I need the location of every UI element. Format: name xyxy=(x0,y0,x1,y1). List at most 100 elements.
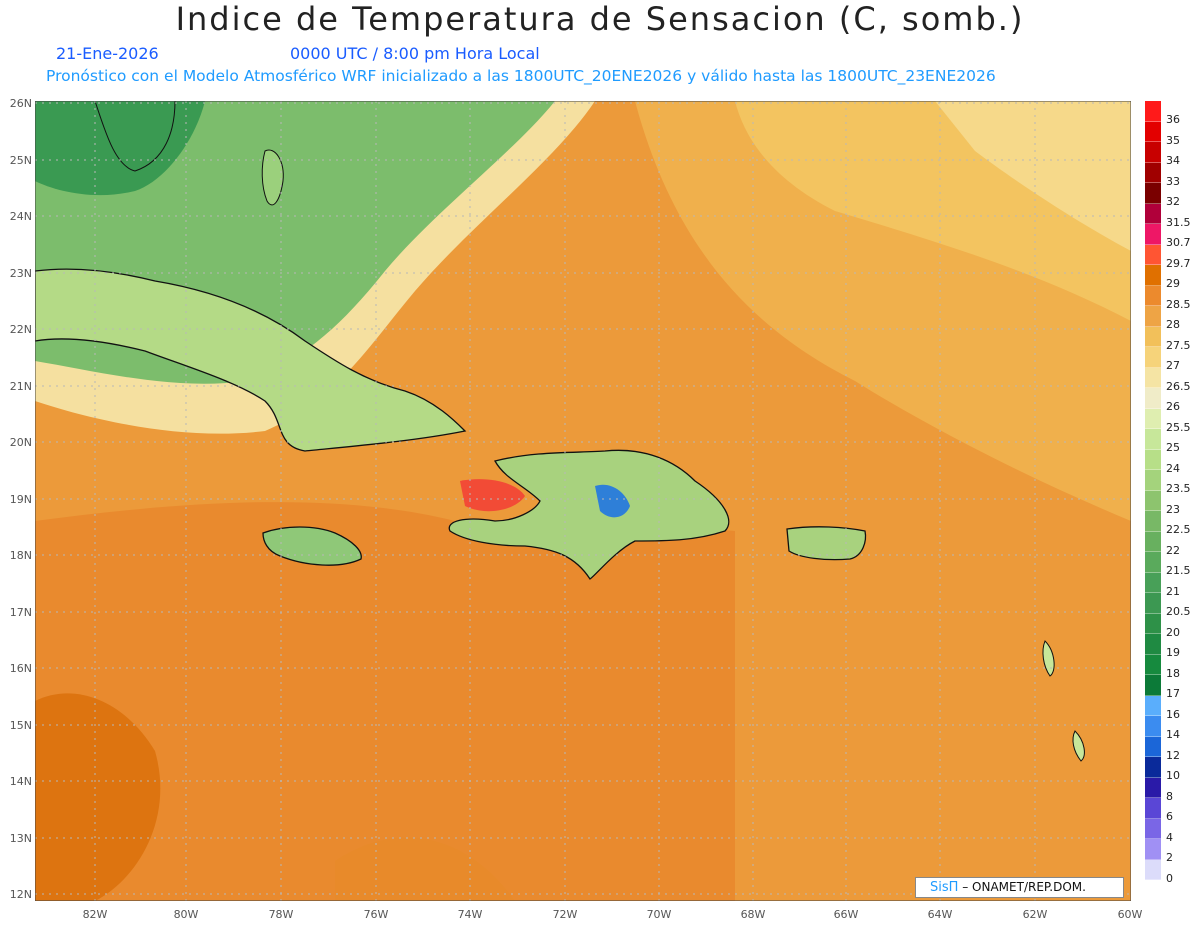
colorbar-label: 2 xyxy=(1166,851,1173,864)
lon-label: 62W xyxy=(1022,908,1048,921)
lon-label: 82W xyxy=(82,908,108,921)
colorbar-label: 8 xyxy=(1166,789,1173,803)
colorbar-label: 35 xyxy=(1166,133,1180,147)
colorbar-swatch xyxy=(1145,244,1161,265)
colorbar-swatch xyxy=(1145,675,1161,696)
colorbar-label: 30.7 xyxy=(1166,236,1191,249)
colorbar-swatch xyxy=(1145,777,1161,798)
colorbar-label: 34 xyxy=(1166,154,1180,167)
colorbar-label: 21 xyxy=(1166,584,1180,598)
colorbar-swatch xyxy=(1145,593,1161,614)
colorbar-swatch xyxy=(1145,490,1161,511)
colorbar-swatch xyxy=(1145,695,1161,716)
colorbar-label: 32 xyxy=(1166,195,1180,208)
colorbar-swatch xyxy=(1145,736,1161,757)
colorbar-swatch xyxy=(1145,203,1161,224)
colorbar-label: 21.5 xyxy=(1166,564,1191,577)
lon-label: 78W xyxy=(268,908,294,921)
colorbar-label: 14 xyxy=(1166,728,1180,741)
bahamas-andros xyxy=(261,149,284,206)
colorbar-label: 4 xyxy=(1166,830,1173,844)
colorbar-swatch xyxy=(1145,552,1161,573)
colorbar-swatch xyxy=(1145,716,1161,737)
lon-label: 74W xyxy=(457,908,483,921)
hispaniola-island xyxy=(448,449,730,580)
lat-label: 12N xyxy=(9,888,32,901)
warm-band xyxy=(35,502,735,901)
colorbar-swatch xyxy=(1145,121,1161,142)
colorbar-swatch xyxy=(1145,634,1161,655)
lon-label: 80W xyxy=(173,908,199,921)
colorbar-swatch xyxy=(1145,224,1161,245)
colorbar-label: 29 xyxy=(1166,277,1180,290)
colorbar-swatch xyxy=(1145,306,1161,327)
colorbar-swatch xyxy=(1145,367,1161,388)
colorbar-swatch xyxy=(1145,162,1161,183)
lat-label: 22N xyxy=(9,323,32,336)
colorbar-swatch xyxy=(1145,839,1161,860)
colorbar-label: 27 xyxy=(1166,359,1180,372)
deep-warm-west xyxy=(35,693,161,901)
colorbar-swatch xyxy=(1145,757,1161,778)
lat-label: 15N xyxy=(9,719,32,732)
lon-label: 68W xyxy=(740,908,766,921)
colorbar-swatch xyxy=(1145,798,1161,819)
colorbar-swatch xyxy=(1145,859,1161,880)
lat-label: 25N xyxy=(9,154,32,167)
lat-label: 18N xyxy=(9,549,32,562)
credit-box: SisΠ – ONAMET/REP.DOM. xyxy=(915,877,1124,898)
lat-label: 23N xyxy=(9,267,32,280)
colorbar-swatch xyxy=(1145,347,1161,368)
heat-index-map xyxy=(35,101,1131,901)
florida-tip xyxy=(94,101,176,172)
colorbar-swatch xyxy=(1145,818,1161,839)
mountain-core xyxy=(595,484,630,518)
colorbar-swatch xyxy=(1145,449,1161,470)
colorbar-swatch xyxy=(1145,265,1161,286)
colorbar-label: 0 xyxy=(1166,871,1173,885)
lat-label: 17N xyxy=(9,606,32,619)
colorbar-swatch xyxy=(1145,429,1161,450)
lat-label: 21N xyxy=(9,380,32,393)
colorbar-label: 12 xyxy=(1166,748,1180,762)
colorbar-label: 20 xyxy=(1166,625,1180,639)
colorbar-swatch xyxy=(1145,142,1161,163)
colorbar-label: 17 xyxy=(1166,687,1180,700)
colorbar-swatch xyxy=(1145,511,1161,532)
credit-brand: SisΠ xyxy=(930,880,959,895)
colorbar-label: 31.5 xyxy=(1166,215,1191,229)
jamaica-island xyxy=(262,526,362,566)
colorbar-label: 25.5 xyxy=(1166,420,1191,434)
lon-label: 72W xyxy=(552,908,578,921)
colorbar-label: 28 xyxy=(1166,318,1180,331)
colorbar-swatch xyxy=(1145,285,1161,306)
colorbar-label: 25 xyxy=(1166,441,1180,454)
colorbar-label: 23 xyxy=(1166,502,1180,516)
model-info: Pronóstico con el Modelo Atmosférico WRF… xyxy=(46,67,996,85)
pale-ne xyxy=(935,101,1131,251)
colorbar-label: 36 xyxy=(1166,113,1180,126)
cuba-island xyxy=(35,268,467,452)
haiti-hotspot xyxy=(460,479,525,512)
colorbar-swatch xyxy=(1145,101,1161,122)
map-title: Indice de Temperatura de Sensacion (C, s… xyxy=(175,0,1025,38)
colorbar-swatch xyxy=(1145,408,1161,429)
lat-label: 20N xyxy=(9,436,32,449)
forecast-date: 21-Ene-2026 xyxy=(56,44,159,63)
grid-lines xyxy=(35,101,1131,901)
lat-label: 24N xyxy=(9,210,32,223)
forecast-time: 0000 UTC / 8:00 pm Hora Local xyxy=(290,44,540,63)
colorbar-label: 10 xyxy=(1166,769,1180,782)
colorbar-swatch xyxy=(1145,531,1161,552)
lat-label: 16N xyxy=(9,662,32,675)
lat-label: 19N xyxy=(9,493,32,506)
colorbar-label: 19 xyxy=(1166,646,1180,659)
colorbar-label: 24 xyxy=(1166,461,1180,475)
lat-label: 26N xyxy=(9,97,32,110)
credit-text: – ONAMET/REP.DOM. xyxy=(958,880,1086,894)
colorbar xyxy=(1145,101,1161,880)
colorbar-swatch xyxy=(1145,470,1161,491)
colorbar-swatch xyxy=(1145,613,1161,634)
colorbar-label: 33 xyxy=(1166,174,1180,188)
colorbar-label: 6 xyxy=(1166,810,1173,823)
